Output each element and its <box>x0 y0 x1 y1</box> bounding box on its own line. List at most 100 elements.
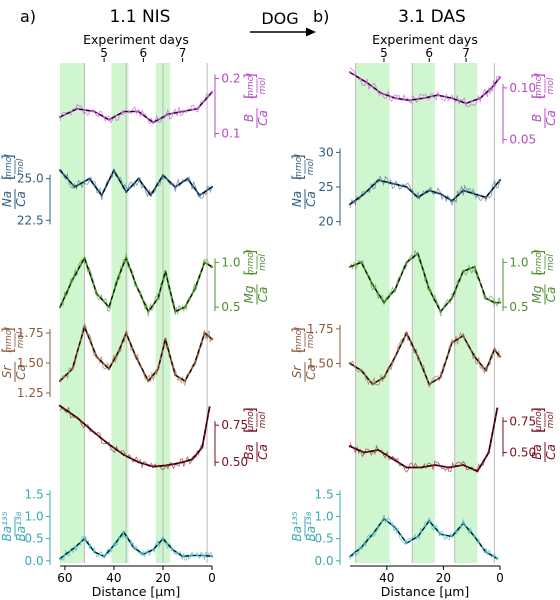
y-label: Mg Ca [mmol mol] <box>529 249 558 305</box>
data-point <box>498 355 502 358</box>
y-tick-label: 1.50 <box>307 356 334 370</box>
shaded-band <box>355 63 390 563</box>
y-tick-label: 0.5 <box>25 532 44 546</box>
data-point <box>149 194 152 197</box>
raw-line <box>349 331 501 389</box>
unit-bracket-right: ] <box>241 73 259 79</box>
y-label-numerator: Sr <box>0 365 14 379</box>
data-point <box>134 355 138 359</box>
data-point <box>394 288 397 291</box>
data-point <box>191 554 194 557</box>
y-label: Ba Ca [μmol mol] <box>241 407 270 462</box>
data-point <box>171 548 174 551</box>
unit-denominator: mol <box>258 77 268 94</box>
panel-label: a) <box>20 7 36 26</box>
data-point <box>161 174 165 177</box>
raw-line <box>59 406 210 471</box>
data-point <box>473 535 476 538</box>
data-point <box>498 178 502 182</box>
data-point <box>193 361 197 365</box>
data-point <box>478 97 482 100</box>
data-point <box>83 325 86 329</box>
fit-line <box>59 256 213 313</box>
series-B: 0.1 0.2 B Ca [mmol mol] <box>58 72 270 141</box>
data-point <box>75 107 79 110</box>
y-tick-label: 1.0 <box>509 255 528 269</box>
data-point <box>439 376 442 379</box>
data-point <box>93 431 96 434</box>
y-label-numerator: Na <box>0 191 14 207</box>
y-tick-label: 0.5 <box>509 300 528 314</box>
data-point <box>462 334 465 337</box>
y-label-numerator: Mg <box>242 285 256 303</box>
y-tick-label: 0.2 <box>221 72 240 86</box>
data-point <box>156 367 160 371</box>
y-label-denominator: Ca <box>256 287 270 303</box>
y-tick-label: 1.75 <box>307 322 334 336</box>
data-point <box>377 178 380 182</box>
shaded-band <box>412 63 435 563</box>
data-point <box>166 463 170 467</box>
data-point <box>71 279 74 282</box>
day-label: 7 <box>179 46 187 60</box>
unit-numerator: mmol <box>294 327 304 353</box>
day-label: 5 <box>380 46 388 60</box>
data-point <box>137 461 140 464</box>
data-point <box>102 555 106 558</box>
data-point <box>360 261 363 264</box>
unit-numerator: μmol <box>534 408 544 432</box>
data-point <box>112 544 116 547</box>
data-point <box>117 349 121 353</box>
data-point <box>450 199 454 203</box>
data-point <box>382 301 386 304</box>
y-tick-label: 1.0 <box>25 510 44 524</box>
y-label-denominator: Ca <box>544 287 558 303</box>
data-point <box>433 463 437 467</box>
y-label-numerator: B <box>530 114 544 122</box>
y-tick-label: 20 <box>318 215 333 229</box>
y-label-numerator: Ba¹³⁵ <box>290 511 304 541</box>
data-point <box>137 110 140 113</box>
data-point <box>210 91 214 94</box>
data-point <box>391 182 394 185</box>
data-point <box>193 288 197 291</box>
data-point <box>174 373 177 377</box>
data-point <box>428 288 431 291</box>
data-point <box>208 406 211 409</box>
data-point <box>174 310 177 313</box>
unit-denominator: mol <box>16 158 26 175</box>
unit-denominator: mol <box>306 331 316 348</box>
data-point <box>464 102 468 105</box>
data-point <box>379 91 383 95</box>
y-tick-label: 1.5 <box>315 487 334 501</box>
data-point <box>462 189 465 192</box>
data-point <box>462 463 465 467</box>
y-label-numerator: Ba <box>242 444 256 460</box>
y-tick-label: 0.05 <box>509 133 536 147</box>
y-tick-label: 1.5 <box>25 487 44 501</box>
data-point <box>439 192 442 196</box>
data-point <box>428 383 431 386</box>
data-point <box>394 526 397 529</box>
unit-bracket-right: ] <box>529 250 547 256</box>
unit-bracket-right: ] <box>289 154 307 160</box>
data-point <box>183 379 187 383</box>
y-label-denominator: Ca <box>14 191 28 207</box>
data-point <box>428 519 431 523</box>
x-tick-label: 40 <box>379 571 394 585</box>
data-point <box>186 177 189 180</box>
data-point <box>132 546 135 549</box>
data-point <box>95 355 98 359</box>
unit-numerator: mmol <box>294 154 304 180</box>
shaded-band <box>60 63 85 563</box>
data-point <box>107 443 111 446</box>
y-tick-label: 0.10 <box>509 81 536 95</box>
data-point <box>83 256 86 260</box>
unit-numerator: mmol <box>246 249 256 275</box>
data-point <box>83 537 86 540</box>
data-point <box>107 118 111 121</box>
unit-bracket-left: [ <box>0 347 17 353</box>
panel-title: 3.1 DAS <box>398 7 466 27</box>
data-point <box>151 548 155 551</box>
